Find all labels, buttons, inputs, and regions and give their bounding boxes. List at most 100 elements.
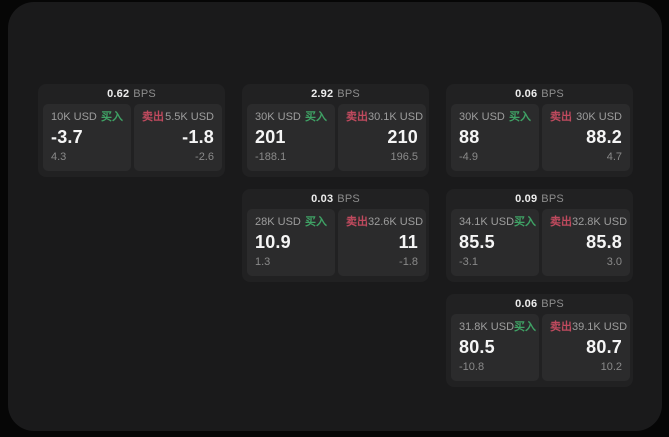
bps-value: 0.06: [515, 88, 538, 100]
sell-subcard[interactable]: 卖出 32.8K USD 85.8 3.0: [542, 209, 630, 276]
buy-amount: 34.1K USD: [459, 216, 515, 228]
bps-unit: BPS: [541, 88, 564, 100]
sell-side-label: 卖出: [550, 321, 572, 333]
buy-side-label: 买入: [514, 321, 537, 333]
buy-price: 10.9: [255, 232, 291, 252]
bps-unit: BPS: [541, 298, 564, 310]
subcard-top-row: 31.8K USD 买入: [459, 320, 536, 334]
sell-amount: 30K USD: [576, 111, 622, 123]
quote-card: 0.09 BPS 34.1K USD 买入 85.5 -3.1 卖出 32.8K…: [446, 189, 633, 282]
sell-price: 80.7: [586, 337, 622, 357]
sell-price: -1.8: [182, 127, 214, 147]
sell-amount: 32.6K USD: [368, 216, 424, 228]
sell-side-label: 卖出: [550, 216, 572, 228]
subcard-top-row: 30K USD 买入: [255, 110, 327, 124]
quote-card: 0.06 BPS 31.8K USD 买入 80.5 -10.8 卖出 39.1…: [446, 294, 633, 387]
buy-price: 201: [255, 127, 286, 147]
buy-subcard[interactable]: 34.1K USD 买入 85.5 -3.1: [451, 209, 539, 276]
buy-amount: 30K USD: [255, 111, 301, 123]
sell-delta: -1.8: [399, 256, 418, 268]
subcard-top-row: 卖出 5.5K USD: [142, 110, 214, 124]
quote-body: 30K USD 买入 201 -188.1 卖出 30.1K USD 210 1…: [242, 104, 429, 177]
main-panel: 0.62 BPS 10K USD 买入 -3.7 4.3 卖出 5.5K USD: [8, 2, 662, 431]
quote-card: 0.06 BPS 30K USD 买入 88 -4.9 卖出 30K USD: [446, 84, 633, 177]
bps-header: 0.06 BPS: [446, 294, 633, 314]
buy-delta: -4.9: [459, 151, 478, 163]
sell-amount: 32.8K USD: [572, 216, 628, 228]
buy-side-label: 买入: [101, 111, 123, 123]
buy-price: -3.7: [51, 127, 83, 147]
buy-delta: 4.3: [51, 151, 67, 163]
buy-subcard[interactable]: 30K USD 买入 88 -4.9: [451, 104, 539, 171]
subcard-top-row: 卖出 30K USD: [550, 110, 622, 124]
bps-value: 2.92: [311, 88, 334, 100]
bps-value: 0.06: [515, 298, 538, 310]
quote-card: 0.03 BPS 28K USD 买入 10.9 1.3 卖出 32.6K US…: [242, 189, 429, 282]
sell-delta: 4.7: [606, 151, 622, 163]
buy-amount: 31.8K USD: [459, 321, 515, 333]
bps-unit: BPS: [337, 88, 360, 100]
quote-body: 31.8K USD 买入 80.5 -10.8 卖出 39.1K USD 80.…: [446, 314, 633, 387]
subcard-top-row: 28K USD 买入: [255, 215, 327, 229]
subcard-top-row: 30K USD 买入: [459, 110, 531, 124]
sell-subcard[interactable]: 卖出 39.1K USD 80.7 10.2: [542, 314, 630, 381]
sell-delta: 196.5: [390, 151, 418, 163]
quote-card: 0.62 BPS 10K USD 买入 -3.7 4.3 卖出 5.5K USD: [38, 84, 225, 177]
bps-value: 0.09: [515, 193, 538, 205]
sell-amount: 30.1K USD: [368, 111, 424, 123]
subcard-top-row: 卖出 39.1K USD: [550, 320, 627, 334]
sell-delta: 10.2: [600, 361, 622, 373]
buy-subcard[interactable]: 28K USD 买入 10.9 1.3: [247, 209, 335, 276]
buy-amount: 10K USD: [51, 111, 97, 123]
buy-price: 80.5: [459, 337, 495, 357]
buy-price: 88: [459, 127, 480, 147]
buy-subcard[interactable]: 10K USD 买入 -3.7 4.3: [43, 104, 131, 171]
bps-unit: BPS: [133, 88, 156, 100]
sell-price: 11: [398, 232, 418, 252]
sell-amount: 39.1K USD: [572, 321, 628, 333]
buy-side-label: 买入: [509, 111, 531, 123]
buy-delta: -188.1: [255, 151, 287, 163]
buy-delta: -10.8: [459, 361, 485, 373]
sell-delta: 3.0: [606, 256, 622, 268]
bps-value: 0.03: [311, 193, 334, 205]
sell-subcard[interactable]: 卖出 32.6K USD 11 -1.8: [338, 209, 426, 276]
subcard-top-row: 34.1K USD 买入: [459, 215, 536, 229]
quote-grid: 0.62 BPS 10K USD 买入 -3.7 4.3 卖出 5.5K USD: [38, 84, 633, 387]
bps-header: 0.09 BPS: [446, 189, 633, 209]
subcard-top-row: 卖出 32.6K USD: [346, 215, 423, 229]
sell-price: 88.2: [586, 127, 622, 147]
quote-body: 34.1K USD 买入 85.5 -3.1 卖出 32.8K USD 85.8…: [446, 209, 633, 282]
buy-amount: 28K USD: [255, 216, 301, 228]
bps-unit: BPS: [337, 193, 360, 205]
buy-subcard[interactable]: 31.8K USD 买入 80.5 -10.8: [451, 314, 539, 381]
quote-body: 30K USD 买入 88 -4.9 卖出 30K USD 88.2 4.7: [446, 104, 633, 177]
sell-side-label: 卖出: [346, 216, 368, 228]
quote-card: 2.92 BPS 30K USD 买入 201 -188.1 卖出 30.1K …: [242, 84, 429, 177]
buy-side-label: 买入: [305, 111, 327, 123]
buy-subcard[interactable]: 30K USD 买入 201 -188.1: [247, 104, 335, 171]
sell-side-label: 卖出: [346, 111, 368, 123]
subcard-top-row: 10K USD 买入: [51, 110, 123, 124]
buy-amount: 30K USD: [459, 111, 505, 123]
sell-price: 85.8: [586, 232, 622, 252]
buy-price: 85.5: [459, 232, 495, 252]
sell-subcard[interactable]: 卖出 30.1K USD 210 196.5: [338, 104, 426, 171]
sell-subcard[interactable]: 卖出 30K USD 88.2 4.7: [542, 104, 630, 171]
buy-delta: -3.1: [459, 256, 478, 268]
bps-header: 0.62 BPS: [38, 84, 225, 104]
quote-body: 28K USD 买入 10.9 1.3 卖出 32.6K USD 11 -1.8: [242, 209, 429, 282]
bps-header: 0.03 BPS: [242, 189, 429, 209]
sell-side-label: 卖出: [142, 111, 164, 123]
buy-side-label: 买入: [305, 216, 327, 228]
buy-delta: 1.3: [255, 256, 271, 268]
quote-body: 10K USD 买入 -3.7 4.3 卖出 5.5K USD -1.8 -2.…: [38, 104, 225, 177]
sell-price: 210: [387, 127, 418, 147]
sell-side-label: 卖出: [550, 111, 572, 123]
bps-header: 2.92 BPS: [242, 84, 429, 104]
bps-value: 0.62: [107, 88, 130, 100]
sell-delta: -2.6: [195, 151, 214, 163]
sell-amount: 5.5K USD: [165, 111, 214, 123]
sell-subcard[interactable]: 卖出 5.5K USD -1.8 -2.6: [134, 104, 222, 171]
buy-side-label: 买入: [514, 216, 537, 228]
